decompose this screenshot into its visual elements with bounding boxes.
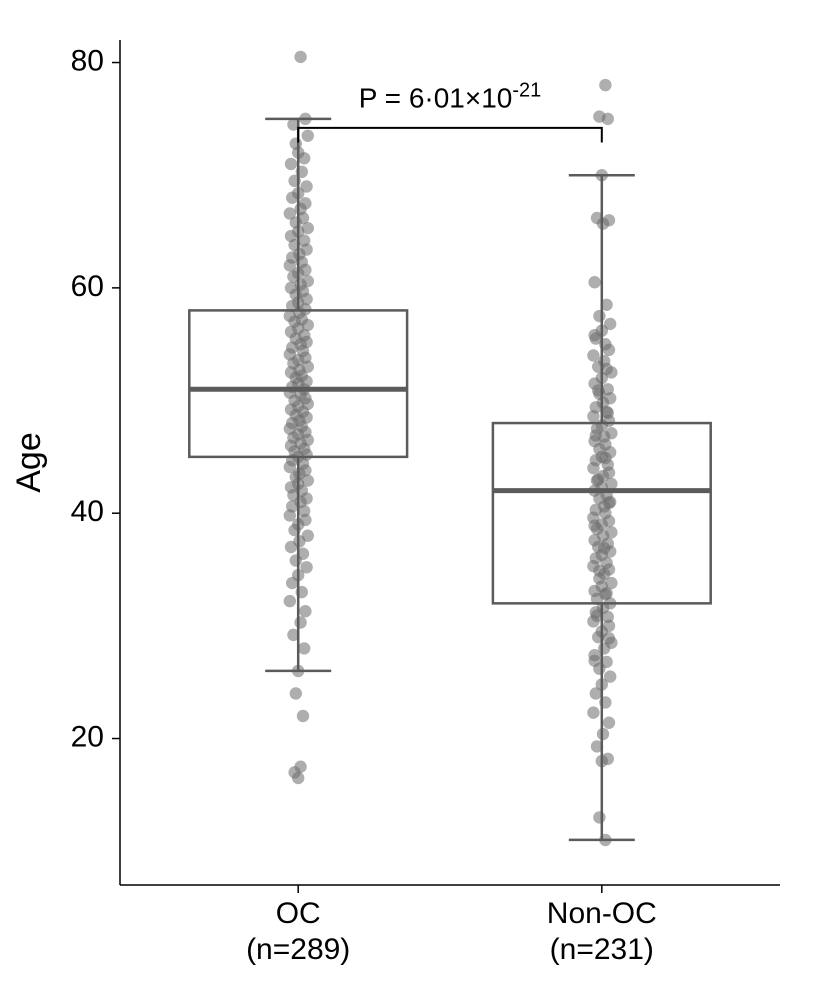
- data-point: [588, 276, 600, 288]
- data-point: [285, 541, 297, 553]
- data-point: [297, 710, 309, 722]
- data-point: [285, 158, 297, 170]
- y-tick-label: 20: [71, 720, 104, 753]
- data-point: [284, 595, 296, 607]
- data-point: [590, 687, 602, 699]
- data-point: [593, 310, 605, 322]
- data-point: [298, 152, 310, 164]
- data-point: [603, 632, 615, 644]
- data-point: [290, 687, 302, 699]
- x-tick-label-1: Non-OC: [547, 897, 657, 930]
- data-point: [302, 130, 314, 142]
- data-point: [587, 462, 599, 474]
- data-point: [603, 497, 615, 509]
- x-tick-label-2: (n=231): [550, 933, 654, 966]
- data-point: [600, 587, 612, 599]
- data-point: [294, 616, 306, 628]
- data-point: [591, 474, 603, 486]
- data-point: [602, 113, 614, 125]
- boxplot-chart: 20406080AgeOC(n=289)Non-OC(n=231)P = 6·0…: [0, 0, 829, 1000]
- data-point: [298, 642, 310, 654]
- data-point: [590, 429, 602, 441]
- chart-svg: 20406080AgeOC(n=289)Non-OC(n=231)P = 6·0…: [0, 0, 829, 1000]
- data-point: [286, 577, 298, 589]
- data-point: [603, 717, 615, 729]
- data-point: [599, 452, 611, 464]
- data-point: [294, 51, 306, 63]
- data-point: [286, 192, 298, 204]
- x-tick-label-2: (n=289): [246, 933, 350, 966]
- data-point: [299, 605, 311, 617]
- data-point: [598, 542, 610, 554]
- data-point: [290, 554, 302, 566]
- data-point: [294, 761, 306, 773]
- data-point: [587, 706, 599, 718]
- data-point: [603, 344, 615, 356]
- data-point: [587, 349, 599, 361]
- data-point: [593, 811, 605, 823]
- y-tick-label: 40: [71, 495, 104, 528]
- data-point: [588, 655, 600, 667]
- chart-bg: [0, 0, 829, 1000]
- data-point: [602, 407, 614, 419]
- data-point: [593, 564, 605, 576]
- x-tick-label-1: OC: [276, 897, 321, 930]
- data-point: [588, 329, 600, 341]
- y-tick-label: 80: [71, 44, 104, 77]
- data-point: [588, 519, 600, 531]
- y-axis-title: Age: [10, 432, 48, 493]
- y-tick-label: 60: [71, 270, 104, 303]
- data-point: [599, 79, 611, 91]
